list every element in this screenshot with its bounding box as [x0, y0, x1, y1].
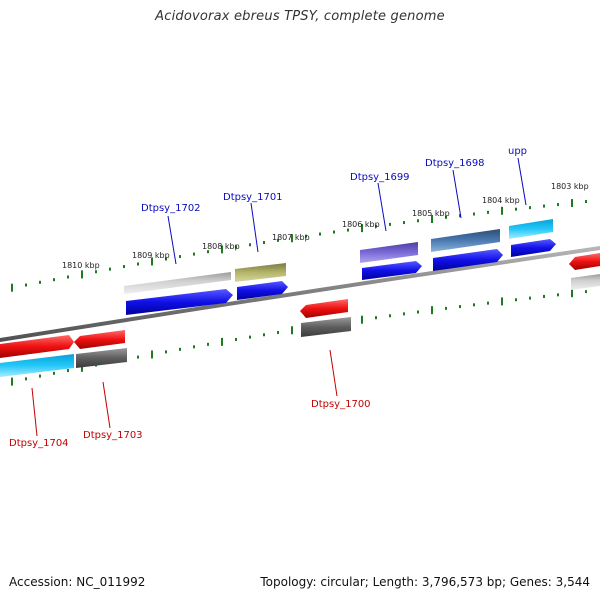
gene-dtpsy-1701[interactable] — [235, 263, 288, 300]
scale-label: 1810 kbp — [62, 261, 100, 270]
gene-dtpsy-1704[interactable] — [0, 335, 74, 377]
genome-backbone — [0, 246, 600, 342]
gene-dtpsy-1698[interactable] — [431, 229, 503, 271]
inner-scale — [11, 289, 587, 386]
map-title: Acidovorax ebreus TPSY, complete genome — [155, 9, 445, 24]
gene-label-dtpsy-1698: Dtpsy_1698 — [425, 158, 485, 169]
scale-label: 1805 kbp — [412, 209, 450, 218]
gene-label-dtpsy-1703: Dtpsy_1703 — [83, 430, 143, 441]
callout-lines — [31, 157, 527, 437]
genome-stats-text: Topology: circular; Length: 3,796,573 bp… — [260, 575, 590, 589]
scale-label: 1803 kbp — [551, 182, 589, 191]
scale-label: 1806 kbp — [342, 220, 380, 229]
gene-dtpsy-1700[interactable] — [300, 299, 351, 337]
gene-label-dtpsy-1700: Dtpsy_1700 — [311, 399, 371, 410]
scale-label: 1804 kbp — [482, 196, 520, 205]
outer-scale — [11, 199, 587, 292]
gene-dtpsy-1699[interactable] — [360, 242, 422, 280]
gene-label-dtpsy-1704: Dtpsy_1704 — [9, 438, 69, 449]
gene-partial-right[interactable] — [569, 253, 600, 290]
gene-dtpsy-1702[interactable] — [124, 272, 233, 315]
accession-text: Accession: NC_011992 — [9, 575, 146, 589]
gene-label-dtpsy-1702: Dtpsy_1702 — [141, 203, 201, 214]
gene-label-dtpsy-1701: Dtpsy_1701 — [223, 192, 283, 203]
scale-label: 1807 kbp — [272, 233, 310, 242]
gene-upp[interactable] — [509, 219, 556, 257]
gene-label-dtpsy-1699: Dtpsy_1699 — [350, 172, 410, 183]
gene-label-upp: upp — [508, 146, 527, 157]
gene-dtpsy-1703[interactable] — [74, 330, 127, 368]
scale-label: 1809 kbp — [132, 251, 170, 260]
scale-label: 1808 kbp — [202, 242, 240, 251]
